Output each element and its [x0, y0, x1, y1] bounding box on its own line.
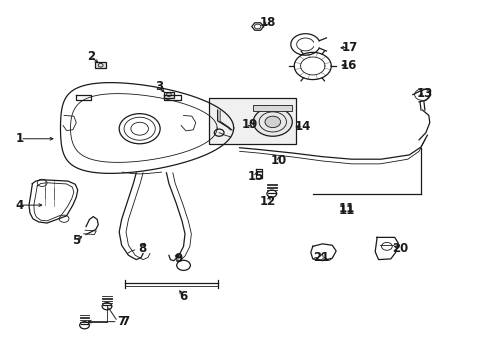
Text: 21: 21	[313, 251, 329, 264]
Text: 15: 15	[247, 170, 264, 183]
Text: 3: 3	[155, 80, 163, 93]
Text: 10: 10	[270, 154, 286, 167]
Text: 7: 7	[122, 315, 129, 328]
Text: 14: 14	[294, 120, 310, 133]
Text: 17: 17	[341, 41, 357, 54]
Text: 1: 1	[16, 132, 24, 145]
Text: 6: 6	[179, 290, 187, 303]
Text: 19: 19	[241, 118, 257, 131]
Text: 2: 2	[87, 50, 95, 63]
Text: 13: 13	[416, 87, 432, 100]
Bar	[95, 62, 106, 68]
Circle shape	[264, 116, 280, 128]
Text: 18: 18	[259, 16, 276, 29]
Text: 11: 11	[338, 204, 354, 217]
Text: 5: 5	[72, 234, 80, 247]
Text: 11: 11	[338, 202, 354, 215]
Text: 12: 12	[259, 195, 275, 208]
Text: 8: 8	[138, 242, 146, 255]
Bar	[253, 105, 292, 111]
Text: 7: 7	[117, 315, 125, 328]
Text: 4: 4	[15, 199, 23, 212]
Text: 20: 20	[391, 242, 408, 255]
Bar	[163, 92, 174, 98]
Text: 16: 16	[341, 59, 357, 72]
FancyBboxPatch shape	[209, 98, 296, 144]
Text: 9: 9	[174, 252, 183, 265]
Circle shape	[253, 108, 292, 136]
